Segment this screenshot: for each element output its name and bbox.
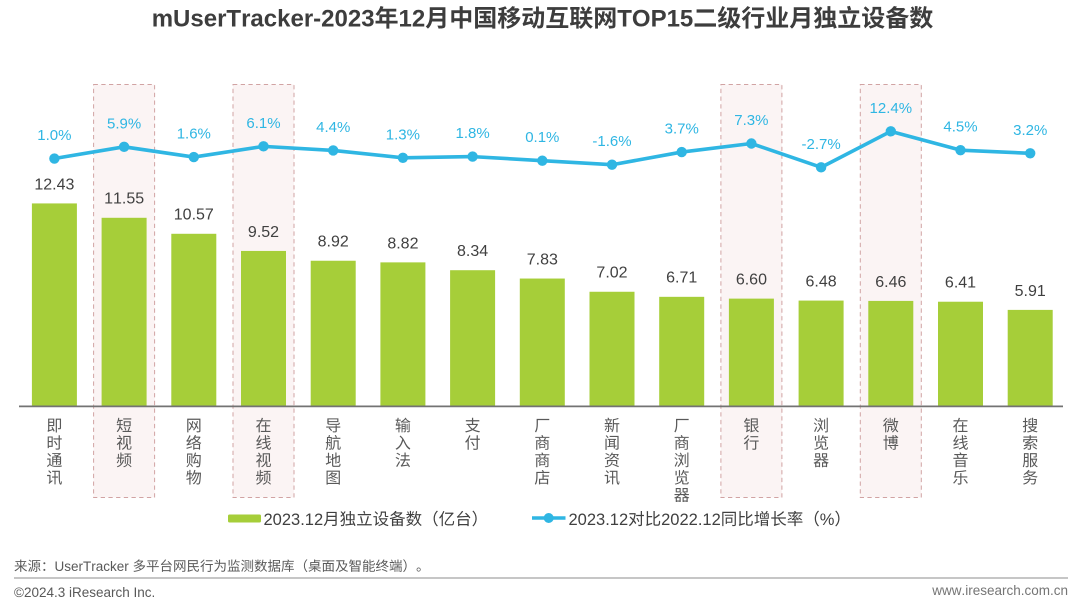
svg-text:%: %: [820, 511, 835, 529]
svg-text:12.43: 12.43: [34, 176, 74, 193]
svg-text:1.3%: 1.3%: [386, 126, 420, 143]
svg-text:7.3%: 7.3%: [734, 112, 768, 129]
svg-text:1.0%: 1.0%: [37, 127, 71, 144]
svg-text:5.9%: 5.9%: [107, 115, 141, 132]
svg-text:UserTracker: UserTracker: [55, 559, 130, 574]
svg-text:8.92: 8.92: [318, 234, 349, 251]
svg-text:5.91: 5.91: [1015, 283, 1046, 300]
svg-text:©2024.3 iResearch Inc.: ©2024.3 iResearch Inc.: [14, 585, 155, 600]
svg-text:2023.12: 2023.12: [569, 511, 629, 529]
svg-text:3.7%: 3.7%: [665, 121, 699, 138]
svg-text:6.48: 6.48: [806, 273, 837, 290]
svg-text:2023.12: 2023.12: [264, 511, 324, 529]
svg-text:0.1%: 0.1%: [525, 129, 559, 146]
svg-text:8.34: 8.34: [457, 243, 488, 260]
svg-text:6.41: 6.41: [945, 275, 976, 292]
svg-text:7.02: 7.02: [596, 265, 627, 282]
svg-text:6.71: 6.71: [666, 270, 697, 287]
svg-text:-1.6%: -1.6%: [592, 133, 631, 150]
svg-text:2022.12: 2022.12: [661, 511, 721, 529]
svg-text:TOP15: TOP15: [617, 6, 693, 33]
svg-text:www.iresearch.com.cn: www.iresearch.com.cn: [931, 583, 1068, 598]
svg-text:1.8%: 1.8%: [456, 125, 490, 142]
svg-text:12.4%: 12.4%: [870, 100, 913, 117]
svg-text:6.46: 6.46: [875, 274, 906, 291]
svg-text:7.83: 7.83: [527, 251, 558, 268]
svg-text:-2.7%: -2.7%: [802, 136, 841, 153]
svg-text:1.6%: 1.6%: [177, 126, 211, 143]
svg-text:6.60: 6.60: [736, 272, 767, 289]
svg-text:4.4%: 4.4%: [316, 119, 350, 136]
svg-text:11.55: 11.55: [104, 191, 144, 208]
svg-text:10.57: 10.57: [174, 207, 214, 224]
svg-text:9.52: 9.52: [248, 224, 279, 241]
svg-text:6.1%: 6.1%: [246, 115, 280, 132]
svg-text:8.82: 8.82: [387, 235, 418, 252]
svg-text:3.2%: 3.2%: [1013, 122, 1047, 139]
svg-text:mUserTracker-2023: mUserTracker-2023: [152, 6, 375, 33]
svg-text:4.5%: 4.5%: [943, 119, 977, 136]
svg-text:12: 12: [399, 6, 426, 33]
